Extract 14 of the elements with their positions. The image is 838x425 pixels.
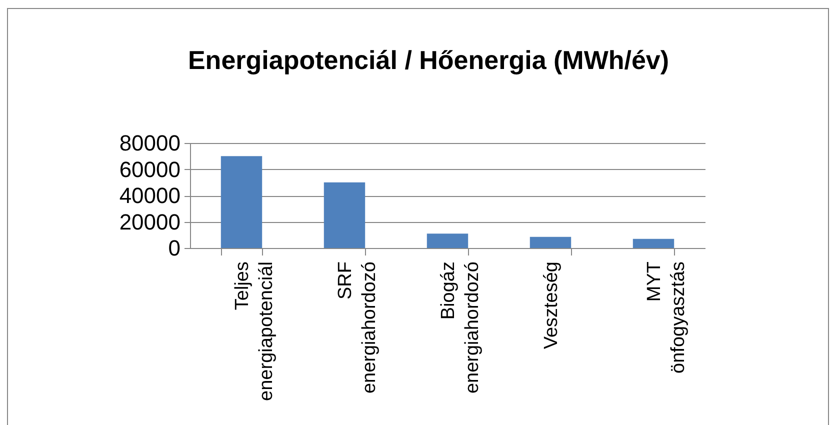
bar <box>530 236 572 248</box>
bar <box>426 234 468 248</box>
y-tick-label: 0 <box>168 236 180 260</box>
y-tick-label: 60000 <box>119 156 180 182</box>
x-tick-label: Teljes energiapotenciál <box>232 262 277 401</box>
chart-title: Energiapotenciál / Hőenergia (MWh/év) <box>188 45 670 75</box>
x-tick-label: Veszteség <box>541 262 562 350</box>
bar <box>632 238 674 248</box>
bar <box>324 182 366 248</box>
x-tick-label: MYT önfogyasztás <box>644 261 689 374</box>
y-tick-label: 80000 <box>119 130 180 156</box>
y-tick-label: 20000 <box>119 209 180 234</box>
y-tick-label: 40000 <box>119 183 180 208</box>
bar <box>220 156 262 248</box>
